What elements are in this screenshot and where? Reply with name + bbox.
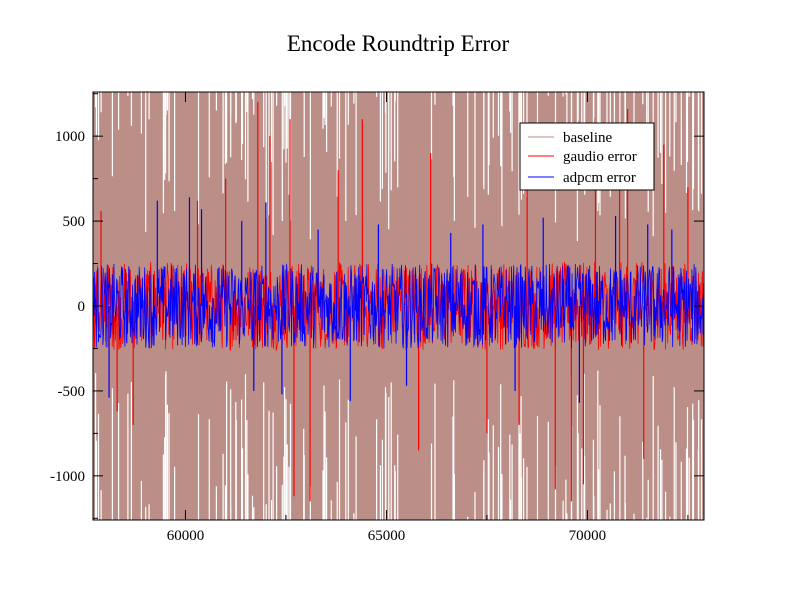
series-adpcm-error [93, 197, 704, 403]
y-tick-label: 1000 [55, 129, 85, 145]
y-axis: 1000 500 0 -500 -1000 [50, 93, 704, 519]
x-axis: 60000 65000 70000 [167, 92, 689, 544]
chart-title: Encode Roundtrip Error [287, 31, 510, 56]
legend: baseline gaudio error adpcm error [519, 122, 655, 191]
y-tick-label: -1000 [50, 469, 85, 485]
x-tick-label: 70000 [569, 528, 607, 544]
legend-label-baseline: baseline [563, 130, 612, 146]
x-tick-label: 65000 [368, 528, 406, 544]
y-tick-label: 0 [78, 299, 86, 315]
legend-label-gaudio-error: gaudio error [563, 149, 637, 165]
y-tick-label: 500 [63, 214, 86, 230]
adpcm-error-waveform [93, 263, 704, 349]
series-gaudio-error [93, 102, 704, 502]
y-tick-label: -500 [58, 384, 86, 400]
legend-label-adpcm-error: adpcm error [563, 170, 636, 186]
x-tick-label: 60000 [167, 528, 205, 544]
